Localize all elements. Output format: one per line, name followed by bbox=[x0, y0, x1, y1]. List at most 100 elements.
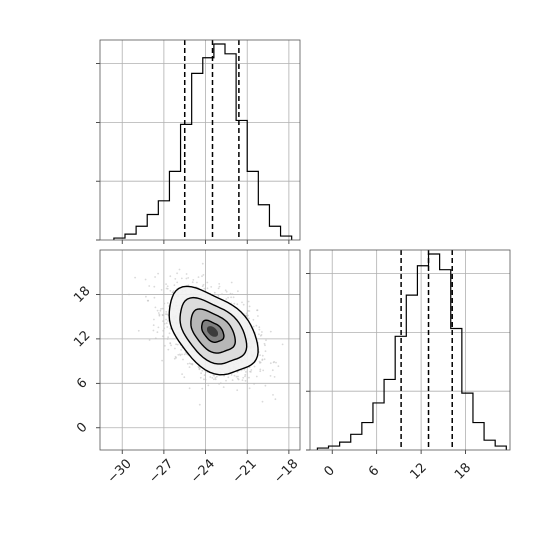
scatter-point bbox=[169, 289, 172, 292]
scatter-point bbox=[244, 373, 247, 376]
scatter-point bbox=[200, 372, 203, 375]
scatter-point bbox=[161, 335, 164, 338]
scatter-point bbox=[160, 289, 163, 291]
histogram-panel-x bbox=[96, 39, 301, 244]
scatter-point bbox=[281, 343, 284, 346]
scatter-point bbox=[162, 320, 164, 322]
scatter-point bbox=[166, 302, 169, 304]
scatter-point bbox=[229, 292, 232, 295]
scatter-point bbox=[201, 387, 204, 390]
scatter-point bbox=[237, 375, 239, 378]
scatter-point bbox=[261, 354, 264, 357]
density-fill bbox=[207, 326, 218, 337]
scatter-point bbox=[161, 359, 164, 362]
scatter-point bbox=[154, 276, 157, 278]
histogram-step bbox=[113, 43, 293, 240]
scatter-point bbox=[214, 377, 217, 379]
scatter-point bbox=[168, 332, 171, 335]
scatter-point bbox=[204, 378, 207, 381]
contour-line bbox=[190, 308, 237, 354]
scatter-point bbox=[213, 291, 216, 294]
scatter-point bbox=[197, 276, 200, 278]
scatter-point bbox=[255, 324, 258, 327]
scatter-point bbox=[169, 275, 172, 278]
scatter-point bbox=[160, 308, 162, 310]
scatter-point bbox=[258, 326, 261, 329]
scatter-point bbox=[213, 378, 215, 381]
scatter-point bbox=[217, 287, 220, 290]
scatter-point bbox=[225, 290, 228, 293]
scatter-point bbox=[144, 278, 147, 281]
scatter-point bbox=[247, 310, 250, 312]
scatter-point bbox=[176, 343, 179, 346]
scatter-point bbox=[248, 376, 250, 379]
scatter-point bbox=[199, 376, 202, 379]
scatter-point bbox=[272, 361, 275, 364]
scatter-point bbox=[259, 368, 262, 371]
scatter-point bbox=[197, 365, 200, 368]
scatter-point bbox=[275, 361, 277, 364]
scatter-point bbox=[248, 310, 251, 312]
scatter-point bbox=[230, 281, 233, 284]
scatter-point bbox=[256, 309, 258, 312]
scatter-point bbox=[248, 387, 251, 390]
scatter-point bbox=[164, 313, 167, 315]
contour-line bbox=[201, 319, 225, 343]
scatter-point bbox=[146, 299, 149, 302]
scatter-point bbox=[230, 374, 233, 376]
scatter-point bbox=[249, 370, 251, 373]
scatter-point bbox=[252, 318, 255, 321]
scatter-point bbox=[174, 347, 176, 350]
scatter-point bbox=[165, 318, 168, 321]
scatter-point bbox=[179, 353, 181, 356]
scatter-point bbox=[207, 384, 210, 387]
scatter-point bbox=[176, 272, 179, 275]
scatter-point bbox=[183, 376, 186, 379]
scatter-point bbox=[163, 327, 166, 330]
scatter-point bbox=[157, 326, 160, 329]
scatter-point bbox=[167, 320, 170, 322]
scatter-point bbox=[245, 371, 247, 373]
scatter-point bbox=[166, 285, 169, 288]
scatter-point bbox=[172, 290, 175, 292]
scatter-point bbox=[237, 290, 239, 293]
scatter-point bbox=[261, 331, 263, 333]
scatter-point bbox=[230, 296, 233, 299]
histogram-panel-y: 0 6 12 18 bbox=[306, 249, 511, 483]
scatter-point bbox=[183, 353, 186, 356]
scatter-point bbox=[248, 317, 250, 320]
scatter-point bbox=[253, 365, 256, 368]
scatter-point bbox=[236, 377, 239, 380]
scatter-point bbox=[233, 302, 236, 305]
scatter-point bbox=[191, 281, 194, 284]
scatter-point bbox=[180, 277, 183, 280]
scatter-point bbox=[156, 331, 159, 334]
scatter-point bbox=[163, 302, 166, 305]
scatter-point bbox=[277, 365, 280, 368]
scatter-point bbox=[170, 344, 173, 347]
scatter-point bbox=[271, 369, 274, 372]
scatter-point bbox=[269, 362, 272, 365]
scatter-point bbox=[272, 394, 274, 396]
scatter-point bbox=[233, 374, 236, 377]
scatter-point bbox=[263, 358, 266, 361]
scatter-point bbox=[211, 377, 214, 379]
scatter-point bbox=[158, 314, 161, 317]
scatter-point bbox=[196, 281, 198, 284]
scatter-point bbox=[241, 301, 243, 304]
scatter-point bbox=[253, 383, 256, 385]
scatter-point bbox=[202, 283, 205, 286]
scatter-point bbox=[214, 378, 217, 381]
scatter-point bbox=[162, 329, 165, 332]
scatter-point bbox=[236, 389, 239, 392]
scatter-point bbox=[261, 359, 264, 361]
scatter-point bbox=[242, 376, 245, 379]
scatter-point bbox=[221, 293, 223, 295]
scatter-point bbox=[258, 333, 260, 336]
scatter-point bbox=[218, 283, 221, 285]
scatter-point bbox=[165, 311, 168, 313]
scatter-point bbox=[260, 334, 263, 336]
scatter-point bbox=[231, 293, 234, 296]
scatter-point bbox=[165, 322, 168, 325]
scatter-point bbox=[186, 362, 189, 365]
